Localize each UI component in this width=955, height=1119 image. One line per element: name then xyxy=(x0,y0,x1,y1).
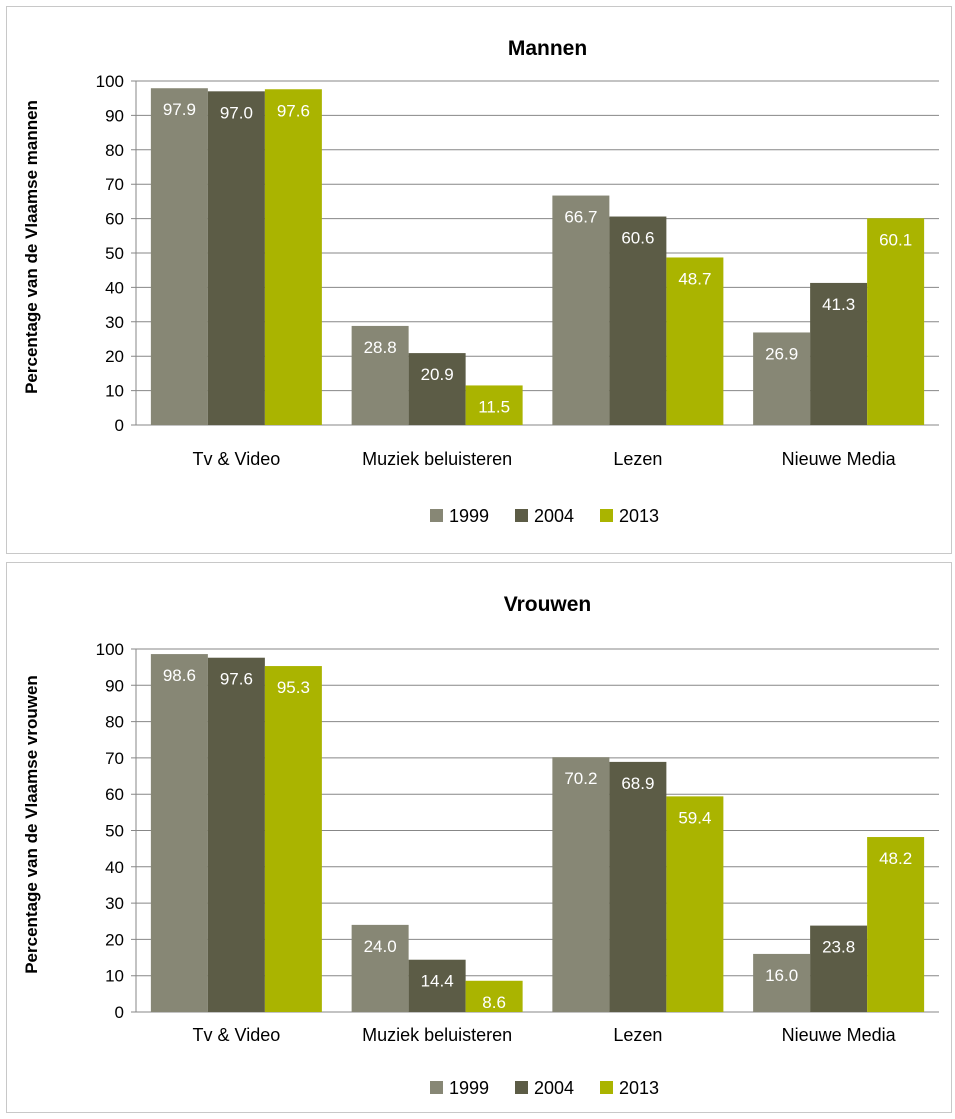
bar xyxy=(666,796,724,1012)
bar-chart-vrouwen: Vrouwen Percentage van de Vlaamse vrouwen… xyxy=(22,593,939,1098)
y-tick-label: 20 xyxy=(105,930,124,949)
legend-swatch xyxy=(515,1081,528,1094)
y-tick-label: 80 xyxy=(105,141,124,160)
y-tick-label: 70 xyxy=(105,749,124,768)
legend-swatch xyxy=(600,1081,613,1094)
bar xyxy=(609,761,667,1012)
data-label: 41.3 xyxy=(822,295,855,314)
bar xyxy=(351,325,409,425)
data-label: 60.1 xyxy=(879,230,912,249)
data-label: 70.2 xyxy=(564,769,597,788)
data-label: 26.9 xyxy=(765,344,798,363)
bar xyxy=(264,89,322,426)
y-tick-label: 90 xyxy=(105,676,124,695)
y-tick-label: 50 xyxy=(105,822,124,841)
x-category-label: Nieuwe Media xyxy=(782,449,897,469)
y-tick-label: 90 xyxy=(105,106,124,125)
legend-label: 1999 xyxy=(449,1078,489,1098)
y-tick-label: 40 xyxy=(105,858,124,877)
y-tick-label: 10 xyxy=(105,967,124,986)
y-tick-label: 60 xyxy=(105,210,124,229)
data-label: 98.6 xyxy=(163,666,196,685)
legend-label: 1999 xyxy=(449,506,489,526)
bar xyxy=(753,332,811,425)
bar xyxy=(150,654,208,1012)
y-tick-label: 70 xyxy=(105,175,124,194)
data-label: 16.0 xyxy=(765,966,798,985)
bar xyxy=(867,837,925,1012)
data-label: 24.0 xyxy=(364,937,397,956)
bar xyxy=(552,757,610,1012)
data-label: 66.7 xyxy=(564,208,597,227)
legend-swatch xyxy=(430,1081,443,1094)
bar xyxy=(408,353,466,425)
data-label: 59.4 xyxy=(678,808,711,827)
y-tick-label: 0 xyxy=(115,1003,124,1022)
data-label: 11.5 xyxy=(478,397,510,416)
x-category-label: Tv & Video xyxy=(193,449,281,469)
y-tick-label: 30 xyxy=(105,313,124,332)
x-category-label: Muziek beluisteren xyxy=(362,449,512,469)
bar xyxy=(609,216,667,425)
x-category-label: Lezen xyxy=(613,449,662,469)
chart-panel-vrouwen: Vrouwen Percentage van de Vlaamse vrouwen… xyxy=(6,562,952,1113)
y-tick-label: 0 xyxy=(115,416,124,435)
data-label: 97.6 xyxy=(220,670,253,689)
y-tick-label: 60 xyxy=(105,785,124,804)
data-label: 48.2 xyxy=(879,849,912,868)
legend-label: 2013 xyxy=(619,1078,659,1098)
bar xyxy=(351,924,409,1012)
y-tick-label: 50 xyxy=(105,244,124,263)
bar-chart-mannen: Mannen Percentage van de Vlaamse mannen 0 1… xyxy=(22,37,939,526)
data-label: 68.9 xyxy=(621,774,654,793)
legend-swatch xyxy=(515,509,528,522)
y-tick-label: 100 xyxy=(96,640,124,659)
y-tick-label: 10 xyxy=(105,382,124,401)
chart-title: Vrouwen xyxy=(504,593,592,616)
data-label: 20.9 xyxy=(421,365,454,384)
chart-title: Mannen xyxy=(508,37,587,60)
y-axis-label: Percentage van de Vlaamse vrouwen xyxy=(22,675,41,974)
bar xyxy=(867,218,925,425)
y-tick-label: 30 xyxy=(105,894,124,913)
data-label: 14.4 xyxy=(421,972,454,991)
legend-swatch xyxy=(430,509,443,522)
bar xyxy=(810,282,868,425)
data-label: 97.6 xyxy=(277,101,310,120)
y-tick-label: 100 xyxy=(96,72,124,91)
data-label: 8.6 xyxy=(482,993,506,1012)
bar xyxy=(465,385,523,425)
y-tick-label: 80 xyxy=(105,713,124,732)
data-label: 48.7 xyxy=(678,269,711,288)
chart-panel-mannen: Mannen Percentage van de Vlaamse mannen 0 1… xyxy=(6,6,952,554)
data-label: 28.8 xyxy=(364,338,397,357)
bar xyxy=(552,195,610,425)
bar xyxy=(465,980,523,1012)
bar xyxy=(207,91,265,425)
legend-label: 2013 xyxy=(619,506,659,526)
legend-label: 2004 xyxy=(534,506,574,526)
y-axis-label: Percentage van de Vlaamse mannen xyxy=(22,100,41,394)
data-label: 97.9 xyxy=(163,100,196,119)
y-tick-label: 40 xyxy=(105,278,124,297)
data-label: 97.0 xyxy=(220,103,253,122)
x-category-label: Tv & Video xyxy=(193,1025,281,1045)
x-category-label: Nieuwe Media xyxy=(782,1025,897,1045)
y-tick-label: 20 xyxy=(105,347,124,366)
bar xyxy=(150,88,208,425)
bar xyxy=(408,959,466,1012)
bar xyxy=(207,657,265,1012)
bar xyxy=(753,953,811,1012)
legend-label: 2004 xyxy=(534,1078,574,1098)
data-label: 23.8 xyxy=(822,938,855,957)
bar xyxy=(810,925,868,1012)
data-label: 60.6 xyxy=(621,229,654,248)
bar xyxy=(264,666,322,1012)
legend-swatch xyxy=(600,509,613,522)
x-category-label: Muziek beluisteren xyxy=(362,1025,512,1045)
bar xyxy=(666,257,724,425)
data-label: 95.3 xyxy=(277,678,310,697)
x-category-label: Lezen xyxy=(613,1025,662,1045)
